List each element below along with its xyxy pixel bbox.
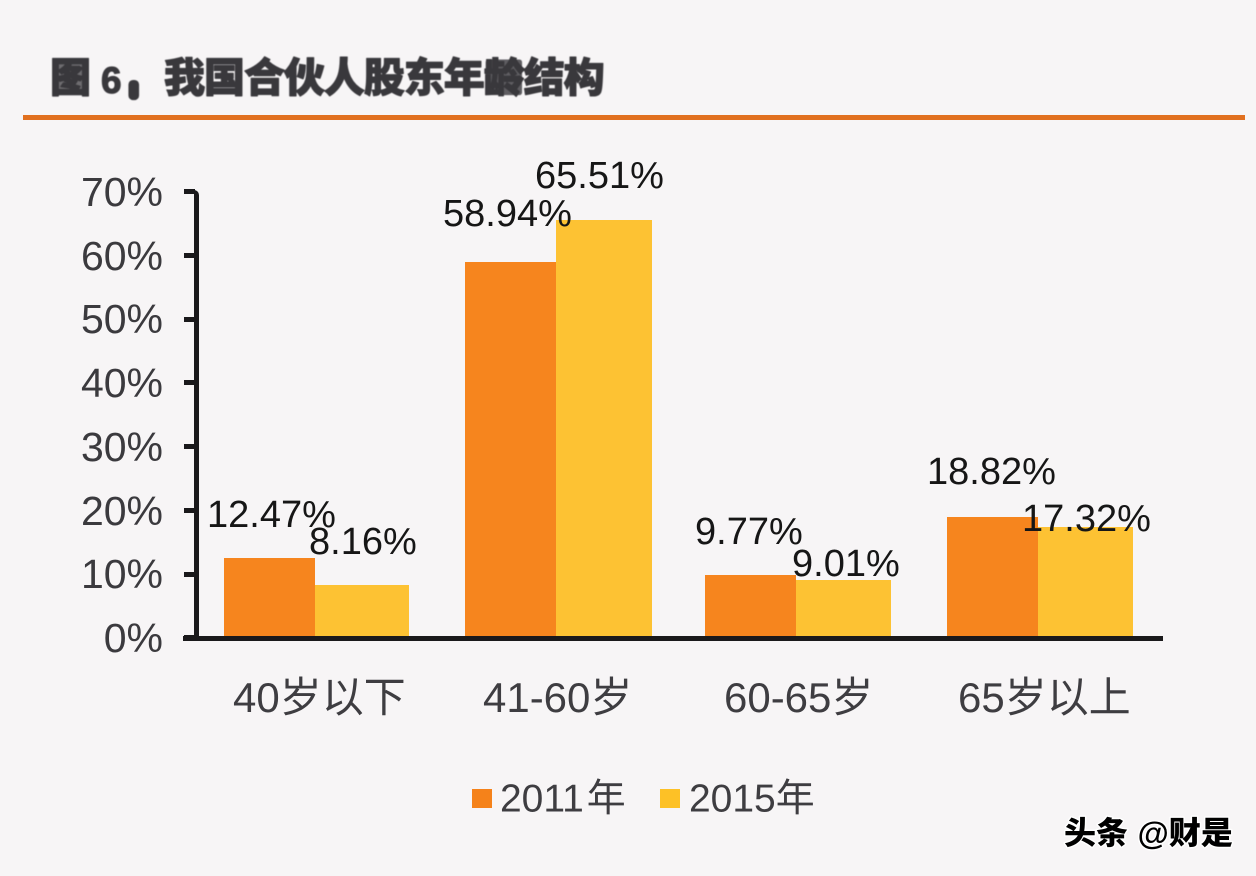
svg-text:60-65: 60-65 <box>724 673 831 720</box>
svg-text:2011: 2011 <box>500 777 584 820</box>
svg-text:6: 6 <box>101 59 122 100</box>
svg-text:65: 65 <box>958 673 1005 720</box>
svg-text:40: 40 <box>233 673 280 720</box>
svg-text:2015: 2015 <box>689 777 776 820</box>
svg-text:41-60: 41-60 <box>483 673 590 720</box>
